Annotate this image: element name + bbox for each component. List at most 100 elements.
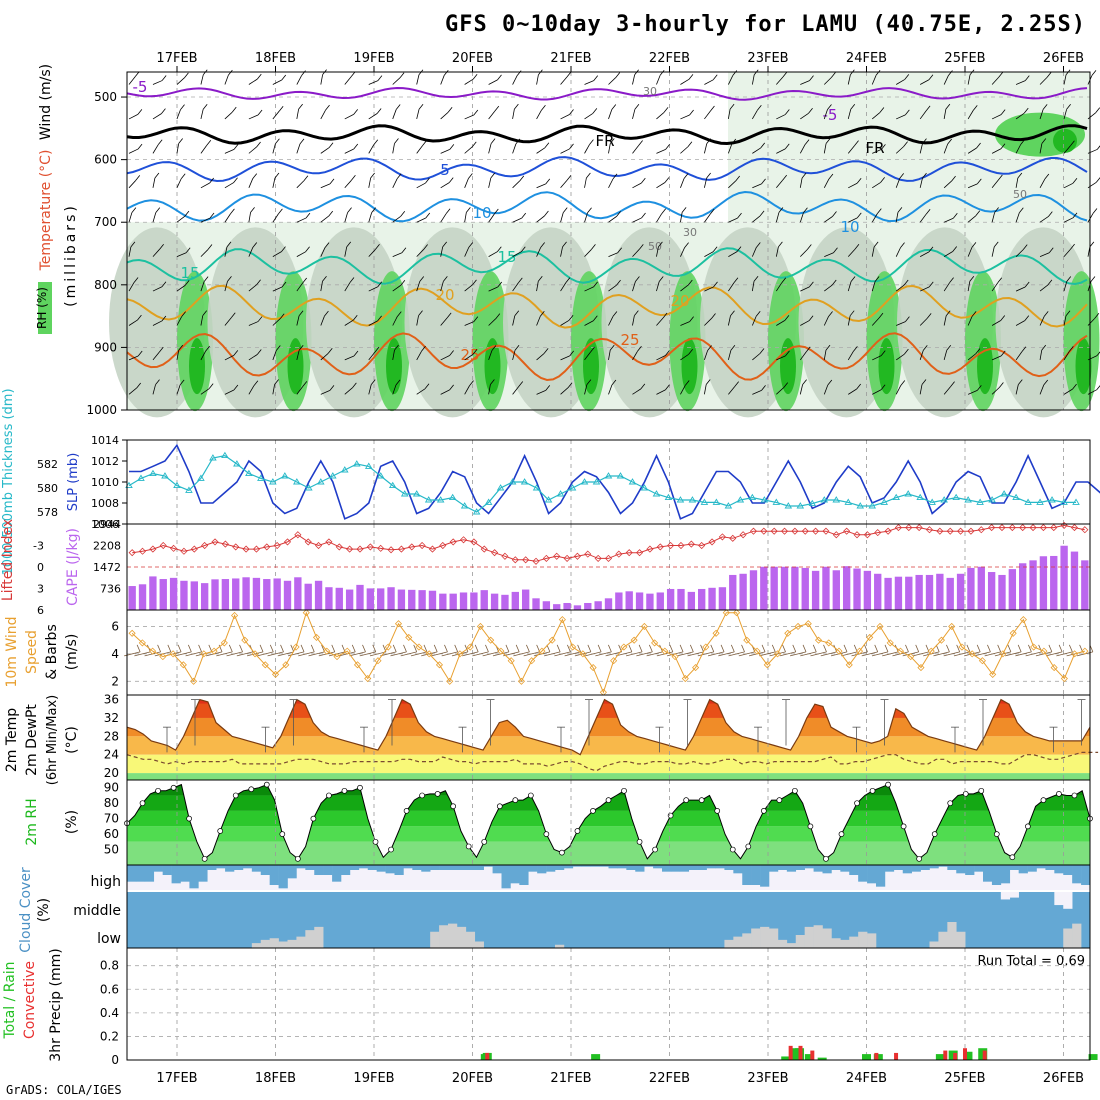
surface-barb-flag [218, 644, 223, 653]
cloud-high-bar [929, 865, 939, 869]
cape-tick-label: 2944 [93, 518, 121, 531]
rh-point [326, 792, 332, 799]
wind-barb [584, 177, 587, 188]
wind-barb [632, 315, 635, 326]
thickness-point [233, 460, 241, 467]
wind-speed-point [507, 657, 515, 665]
surface-barb [953, 651, 971, 657]
cape-tick-label: 1472 [93, 561, 121, 574]
contour-label: 15 [497, 248, 516, 266]
rh-point [947, 800, 954, 807]
wind-barb-flag [134, 71, 140, 77]
cloud-high-bar [448, 865, 458, 870]
li-point [221, 540, 229, 548]
wind-barb [224, 317, 232, 326]
wind-barb [608, 143, 611, 154]
wind-barb-flag [568, 315, 574, 321]
wind-barb-flag [1043, 379, 1049, 386]
cape-bar [408, 589, 416, 610]
cape-bar [356, 584, 364, 610]
li-tick-label: -3 [33, 540, 44, 553]
wind-barb-flag [349, 277, 355, 283]
wind-speed-point [415, 643, 423, 651]
rh-point [1040, 797, 1047, 803]
wind-barb [488, 286, 498, 292]
cape-bar [791, 566, 799, 610]
wind-barb [752, 215, 761, 223]
precip-tick-label: 0.2 [100, 1029, 119, 1043]
li-point [273, 541, 281, 550]
wind-barb-flag [972, 105, 978, 111]
wind-barb-flag [253, 380, 259, 386]
wind-barb [320, 389, 331, 395]
cloud-low-bar [938, 931, 948, 948]
li-point [1039, 524, 1047, 532]
li-point [884, 527, 892, 535]
cape-bar [998, 574, 1006, 610]
wind-speed-point [405, 633, 413, 641]
wind-barb-flag [180, 173, 186, 179]
surface-barb [359, 651, 376, 657]
wind-barb-flag [640, 383, 646, 390]
wind-barb-flag [948, 70, 953, 76]
cloud-high-bar [234, 865, 244, 870]
surface-barb-flag [802, 644, 807, 653]
wind-barb [488, 318, 497, 326]
bottom-date-label: 21FEB [550, 1071, 591, 1086]
wind-barb [176, 350, 180, 360]
surface-barb [697, 651, 714, 657]
wind-barb [272, 213, 279, 223]
wind-barb [176, 143, 180, 154]
li-point [252, 545, 261, 553]
wind-speed-point [681, 674, 689, 683]
thickness-point [376, 472, 385, 479]
li-point [511, 556, 519, 564]
top-date-label: 26FEB [1043, 51, 1084, 66]
li-point [956, 527, 965, 535]
wind-barb-flag [566, 71, 572, 78]
precip-bar-total [781, 1056, 791, 1060]
wind-barb-flag [1017, 379, 1023, 385]
wind-barb-flag [784, 143, 790, 150]
li-point [667, 541, 675, 550]
wind-barb [919, 318, 928, 326]
wind-barb-flag [1024, 281, 1030, 288]
wind-speed-point [528, 657, 536, 665]
rh-point [263, 781, 270, 788]
wind-barb-flag [873, 241, 879, 248]
wind-barb-flag [184, 72, 189, 79]
wind-speed-markers [128, 609, 1089, 696]
rh-blob-dark [977, 338, 993, 395]
surface-barb-flag [187, 644, 192, 653]
wind-barb-flag [473, 109, 479, 116]
wind-barb-flag [730, 344, 736, 351]
cloud-high-bar [1054, 865, 1064, 874]
wind-barb [967, 147, 977, 154]
wind-barb-flag [925, 208, 931, 215]
wind-barb-flag [303, 175, 309, 181]
surface-barb [257, 651, 274, 657]
wind-barb-flag [808, 315, 814, 321]
surface-barb-flag [372, 644, 377, 653]
wind-barb-flag [994, 207, 999, 213]
wind-barb-flag [376, 108, 382, 114]
rh-point [621, 787, 627, 794]
wind-barb [176, 285, 186, 292]
surface-barb [523, 651, 540, 657]
cloud-low-bar [769, 928, 779, 948]
wind-speed-point [743, 636, 751, 644]
wind-barb-flag [545, 178, 551, 185]
wind-speed-point [661, 647, 669, 655]
cloud-high-bar [786, 865, 797, 872]
cape-bar [749, 570, 758, 610]
wind-barb [464, 385, 470, 395]
wind-barb-flag [999, 382, 1004, 388]
cloud-high-bar [599, 865, 609, 867]
wind-barb [512, 217, 522, 223]
wind-barb-flag [473, 316, 479, 322]
wind-barb-flag [545, 385, 551, 391]
wind-barb-flag [324, 242, 330, 248]
wind-barb [728, 180, 736, 189]
li-point [594, 554, 602, 562]
wind-barb-flag [472, 279, 477, 286]
